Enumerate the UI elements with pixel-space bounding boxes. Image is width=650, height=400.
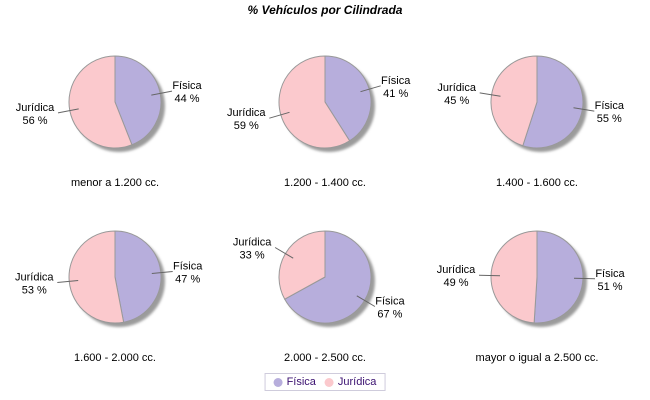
pie-category-label: 1.200 - 1.400 cc. <box>284 177 366 189</box>
callout-line <box>57 280 79 283</box>
callout-label-name: Física <box>595 100 625 112</box>
callout-line <box>151 90 173 96</box>
chart-title: % Vehículos por Cilindrada <box>247 3 403 17</box>
callout-label-name: Jurídica <box>437 264 476 276</box>
legend-item-fisica: Física <box>273 376 316 388</box>
callout-line <box>573 277 596 280</box>
legend: Física Jurídica <box>264 373 386 391</box>
callout-line <box>360 85 381 93</box>
pie-category-label: mayor o igual a 2.500 cc. <box>475 352 599 364</box>
callout-label-value: 51 % <box>597 281 622 293</box>
callout-label-name: Física <box>375 296 405 308</box>
callout-label-value: 41 % <box>383 88 408 100</box>
callout-label-value: 67 % <box>377 309 402 321</box>
pie-category-label: 1.600 - 2.000 cc. <box>74 352 156 364</box>
fisica-swatch-icon <box>273 377 283 387</box>
callout-label-value: 56 % <box>22 115 47 127</box>
callout-label-name: Jurídica <box>233 237 272 249</box>
callout-line <box>478 274 501 277</box>
legend-item-juridica: Jurídica <box>324 376 377 388</box>
callout-label-name: Física <box>595 268 625 280</box>
callout-label-value: 47 % <box>175 274 200 286</box>
legend-label-juridica: Jurídica <box>337 376 377 388</box>
callout-line <box>356 295 376 307</box>
callout-label-name: Jurídica <box>437 82 476 94</box>
callout-label-name: Jurídica <box>16 102 55 114</box>
callout-line <box>274 247 294 259</box>
pie-slice-juridica <box>68 230 125 324</box>
callout-label-name: Jurídica <box>15 272 54 284</box>
callout-label-name: Física <box>172 80 202 92</box>
callout-line <box>57 108 79 114</box>
callout-label-value: 45 % <box>444 95 469 107</box>
callout-line <box>573 107 595 112</box>
juridica-swatch-icon <box>324 377 334 387</box>
pie-category-label: menor a 1.200 cc. <box>70 177 160 189</box>
callout-label-value: 53 % <box>22 285 47 297</box>
callout-label-name: Jurídica <box>227 107 266 119</box>
callout-label-value: 59 % <box>234 120 259 132</box>
callout-line <box>269 111 290 119</box>
callout-label-name: Física <box>381 75 411 87</box>
pie-slice-juridica <box>490 230 538 324</box>
callout-label-value: 49 % <box>443 277 468 289</box>
callout-label-value: 33 % <box>240 250 265 262</box>
callout-label-name: Física <box>173 261 203 273</box>
pie-category-label: 2.000 - 2.500 cc. <box>284 352 366 364</box>
pie-category-label: 1.400 - 1.600 cc. <box>496 177 578 189</box>
callout-label-value: 44 % <box>174 93 199 105</box>
callout-label-value: 55 % <box>597 113 622 125</box>
legend-label-fisica: Física <box>286 376 316 388</box>
callout-line <box>479 92 501 97</box>
callout-line <box>151 271 173 274</box>
